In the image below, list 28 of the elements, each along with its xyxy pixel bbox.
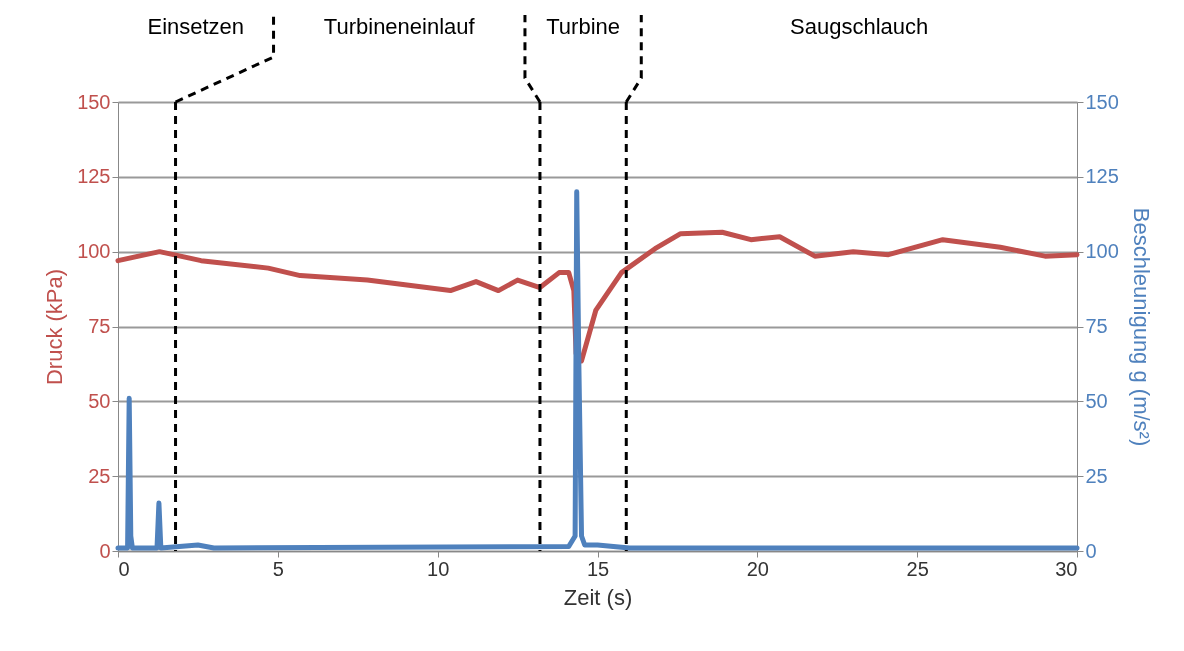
y2-tick-label: 50 bbox=[1085, 389, 1108, 412]
x-tick-label: 15 bbox=[586, 557, 610, 580]
y2-tick-label: 125 bbox=[1085, 165, 1119, 188]
y2-tick-label: 150 bbox=[1085, 90, 1119, 113]
y-tick-label: 100 bbox=[77, 240, 111, 263]
x-tick-label: 30 bbox=[1055, 557, 1078, 580]
x-axis-title: Zeit (s) bbox=[563, 584, 633, 610]
y-tick-label: 50 bbox=[88, 389, 111, 412]
x-tick-label: 20 bbox=[746, 557, 769, 580]
y-tick-label: 150 bbox=[77, 90, 111, 113]
y-axis-title: Druck (kPa) bbox=[42, 268, 68, 386]
x-tick-label: 10 bbox=[427, 557, 450, 580]
y2-tick-label: 100 bbox=[1085, 240, 1119, 263]
y-tick-label: 25 bbox=[88, 464, 111, 487]
text: Turbineneinlauf bbox=[323, 14, 475, 40]
x-tick-label: 5 bbox=[272, 557, 284, 580]
y2-tick-label: 75 bbox=[1085, 315, 1108, 337]
y2-tick-label: 0 bbox=[1085, 539, 1097, 562]
y-tick-label: 0 bbox=[99, 539, 111, 562]
text: Einsetzen bbox=[147, 14, 245, 40]
text: Turbine bbox=[546, 14, 620, 40]
y2-tick-label: 25 bbox=[1085, 464, 1108, 487]
y-tick-label: 75 bbox=[88, 315, 111, 337]
x-tick-label: 25 bbox=[906, 557, 929, 580]
y2-axis-title: Beschleunigung g (m/s²) bbox=[1128, 207, 1154, 447]
x-tick-label: 0 bbox=[118, 557, 130, 580]
y-tick-label: 125 bbox=[77, 165, 111, 188]
text: Saugschlauch bbox=[790, 14, 929, 40]
